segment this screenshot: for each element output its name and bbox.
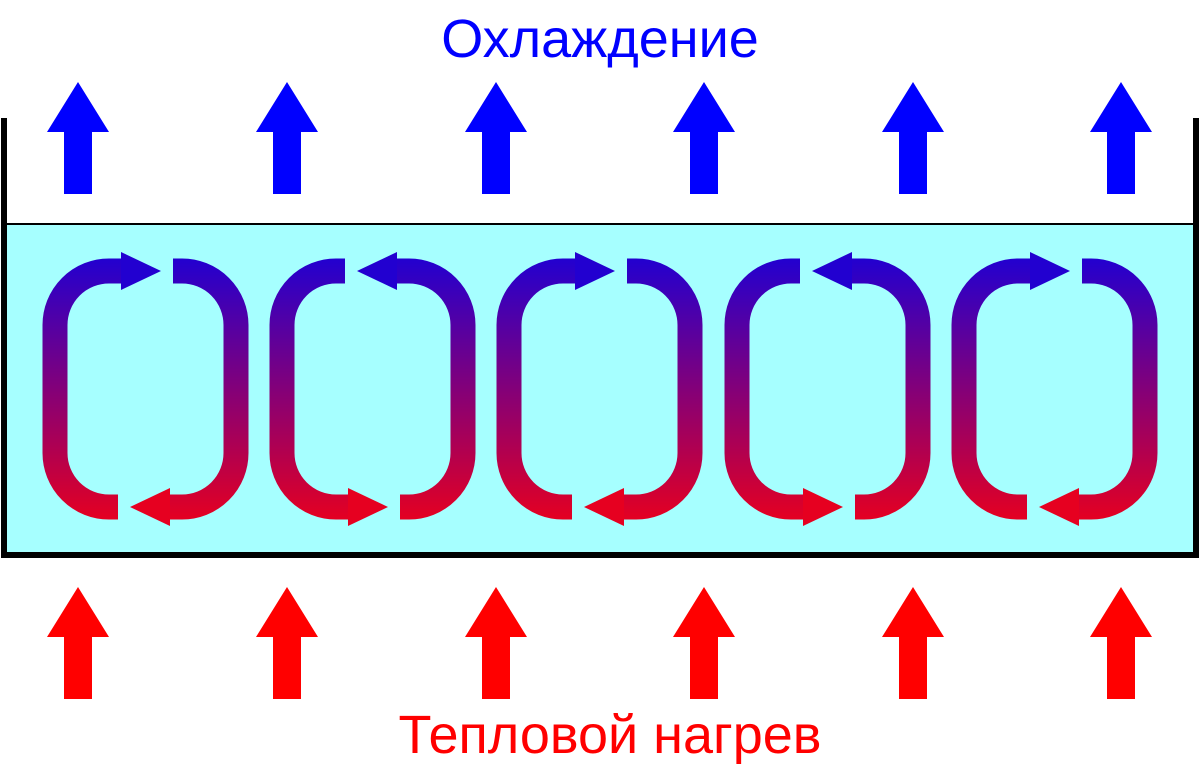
heating-arrow	[465, 587, 527, 699]
vessel-outline	[1, 118, 1199, 558]
arrowhead	[357, 252, 397, 290]
convection-cells	[42, 252, 1158, 526]
convection-arrow	[951, 258, 1031, 520]
convection-arrow	[851, 258, 931, 520]
convection-arrow	[42, 258, 122, 520]
heating-arrow	[673, 587, 735, 699]
heating-arrow	[1090, 587, 1152, 699]
arrowhead	[1030, 252, 1070, 290]
convection-arrow	[1078, 258, 1158, 520]
heating-arrow	[47, 587, 109, 699]
convection-arrow	[623, 258, 703, 520]
cooling-arrow	[465, 82, 527, 194]
arrowhead	[1039, 488, 1079, 526]
convection-arrow	[169, 258, 249, 520]
cooling-arrow	[673, 82, 735, 194]
heating-arrows	[47, 587, 1152, 699]
arrowhead	[348, 488, 388, 526]
arrowhead	[121, 252, 161, 290]
convection-arrow	[269, 258, 349, 520]
arrowhead	[812, 252, 852, 290]
cooling-arrow	[882, 82, 944, 194]
convection-cell	[496, 252, 703, 526]
cooling-arrow	[1090, 82, 1152, 194]
convection-cell	[42, 252, 249, 526]
convection-cell	[724, 252, 931, 526]
cooling-arrow	[256, 82, 318, 194]
arrowhead	[803, 488, 843, 526]
convection-cell	[951, 252, 1158, 526]
cooling-label: Охлаждение	[441, 9, 759, 69]
cooling-arrow	[47, 82, 109, 194]
arrowhead	[575, 252, 615, 290]
convection-arrow	[724, 258, 804, 520]
arrowhead	[130, 488, 170, 526]
heating-label: Тепловой нагрев	[399, 705, 822, 765]
arrowhead	[584, 488, 624, 526]
convection-arrow	[496, 258, 576, 520]
heating-arrow	[882, 587, 944, 699]
heating-arrow	[256, 587, 318, 699]
convection-cell	[269, 252, 476, 526]
convection-arrow	[396, 258, 476, 520]
cooling-arrows	[47, 82, 1152, 194]
